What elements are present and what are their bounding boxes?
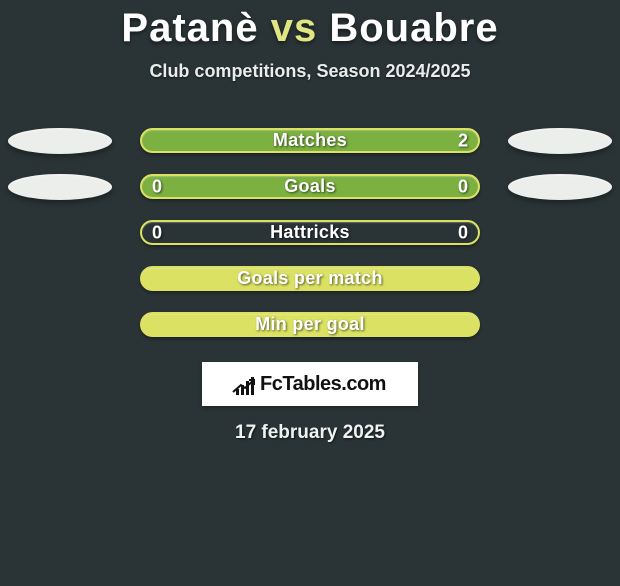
stat-value-right: 0 [458,176,468,197]
stat-value-left: 0 [152,176,162,197]
stat-label: Matches [273,130,347,151]
stat-row-gpm: Goals per match [0,260,620,306]
brand-attribution[interactable]: FcTables.com [202,362,418,406]
stat-rows-container: Matches 2 0 Goals 0 0 Hattricks 0 Goals per matc… [0,122,620,352]
stat-row-matches: Matches 2 [0,122,620,168]
stat-label: Goals [284,176,336,197]
stat-row-mpg: Min per goal [0,306,620,352]
generation-date: 17 february 2025 [0,422,620,444]
player1-strength-ellipse [8,128,112,154]
brand-text: FcTables.com [260,373,386,396]
stat-value-right: 2 [458,130,468,151]
chart-bar-icon [246,381,249,395]
stat-pill: Goals per match [140,266,480,291]
stat-row-goals: 0 Goals 0 [0,168,620,214]
chart-bar-icon [251,377,254,395]
bar-chart-arrow-icon [234,373,256,395]
vs-word: vs [271,6,318,50]
player2-name: Bouabre [329,6,498,50]
stat-pill: Matches 2 [140,128,480,153]
stat-pill: 0 Hattricks 0 [140,220,480,245]
chart-bar-icon [236,389,239,395]
stat-pill: Min per goal [140,312,480,337]
chart-bar-icon [241,385,244,395]
stat-value-left: 0 [152,222,162,243]
stat-pill: 0 Goals 0 [140,174,480,199]
player1-strength-ellipse [8,174,112,200]
player2-strength-ellipse [508,174,612,200]
page-title: Patanè vs Bouabre [0,6,620,51]
stat-value-right: 0 [458,222,468,243]
stat-label: Hattricks [270,222,350,243]
player2-strength-ellipse [508,128,612,154]
subtitle: Club competitions, Season 2024/2025 [0,61,620,82]
player1-name: Patanè [121,6,258,50]
stat-row-hattricks: 0 Hattricks 0 [0,214,620,260]
stat-label: Min per goal [255,314,365,335]
stat-label: Goals per match [237,268,383,289]
